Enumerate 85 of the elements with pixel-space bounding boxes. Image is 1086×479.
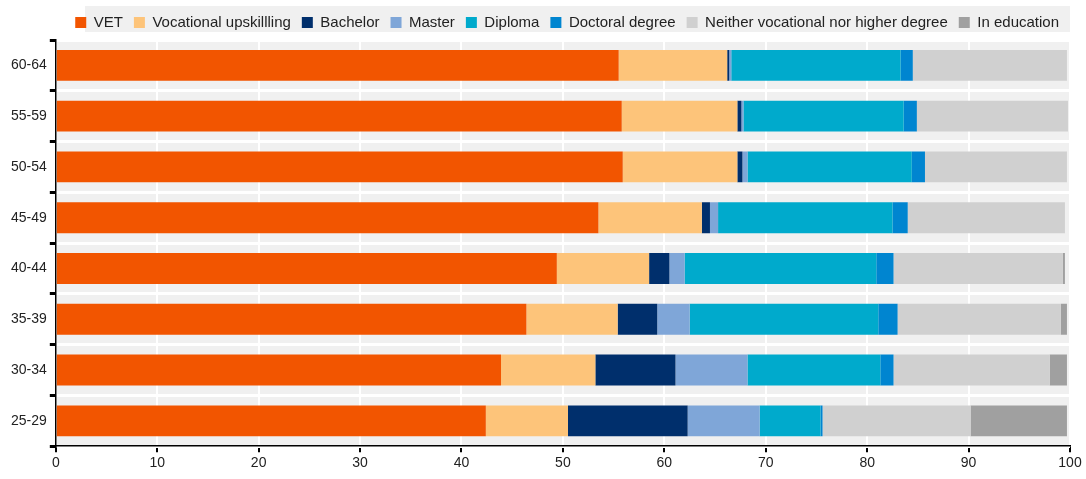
legend-label: Vocational upskillling — [152, 12, 291, 30]
x-tick-label: 40 — [453, 454, 470, 471]
bar — [687, 405, 760, 437]
bar — [595, 354, 676, 386]
bar — [649, 253, 670, 284]
bar — [621, 100, 738, 132]
bar — [747, 151, 912, 183]
y-tick-label: 30-34 — [10, 360, 48, 377]
bar — [618, 49, 728, 81]
bar — [759, 405, 821, 437]
bar — [598, 202, 702, 234]
bar — [501, 354, 596, 386]
bar — [56, 253, 557, 284]
bar — [747, 354, 881, 386]
y-tick-label: 40-44 — [10, 259, 48, 276]
bar — [878, 303, 898, 335]
bar — [893, 354, 1050, 386]
y-tick-label: 25-29 — [10, 411, 48, 428]
bar — [684, 253, 877, 284]
bar — [718, 202, 893, 234]
y-tick-label: 60-64 — [10, 56, 48, 73]
bar — [737, 151, 743, 183]
y-tick-label: 50-54 — [10, 157, 48, 174]
bar — [916, 100, 1068, 132]
bar — [731, 49, 901, 81]
x-tick-label: 80 — [859, 454, 876, 471]
bar — [737, 100, 742, 132]
bar — [622, 151, 738, 183]
bar — [742, 151, 748, 183]
bar — [56, 100, 622, 132]
bar — [907, 202, 1065, 234]
x-tick-label: 60 — [656, 454, 673, 471]
bar — [897, 303, 1061, 335]
legend-label: Master — [409, 12, 455, 30]
bar — [56, 151, 623, 183]
bar — [701, 202, 710, 234]
x-tick-label: 50 — [555, 454, 571, 471]
legend-label: VET — [93, 12, 123, 30]
bar — [900, 49, 913, 81]
legend-label: In education — [977, 12, 1059, 30]
bar — [880, 354, 894, 386]
x-tick-label: 100 — [1058, 454, 1082, 471]
bar — [1049, 354, 1067, 386]
bar — [876, 253, 894, 284]
x-tick-label: 0 — [51, 454, 60, 471]
bar — [709, 202, 719, 234]
legend-label: Bachelor — [320, 12, 380, 30]
bar — [657, 303, 690, 335]
bar — [1060, 303, 1067, 335]
bar — [567, 405, 688, 437]
bar — [56, 303, 527, 335]
bar — [56, 405, 486, 437]
bar — [689, 303, 879, 335]
legend-label: Doctoral degree — [568, 12, 676, 30]
bar — [903, 100, 917, 132]
y-tick-label: 45-49 — [10, 208, 48, 225]
bar — [741, 100, 744, 132]
bar — [485, 405, 568, 437]
bar — [56, 202, 599, 234]
bar — [892, 202, 908, 234]
bar — [556, 253, 650, 284]
x-tick-label: 30 — [352, 454, 369, 471]
legend-label: Diploma — [484, 12, 541, 30]
bar — [669, 253, 685, 284]
bar — [911, 151, 925, 183]
x-tick-label: 90 — [960, 454, 977, 471]
x-tick-label: 20 — [250, 454, 267, 471]
y-tick-label: 35-39 — [10, 310, 48, 327]
bar — [617, 303, 658, 335]
bar — [912, 49, 1067, 81]
x-tick-label: 10 — [149, 454, 166, 471]
bar — [675, 354, 748, 386]
bar — [924, 151, 1067, 183]
bar — [56, 49, 619, 81]
x-tick-label: 70 — [757, 454, 774, 471]
bar — [893, 253, 1063, 284]
bar — [743, 100, 904, 132]
bar — [56, 354, 502, 386]
bar — [822, 405, 971, 437]
legend-label: Neither vocational nor higher degree — [705, 12, 948, 30]
bar — [970, 405, 1067, 437]
bar — [526, 303, 618, 335]
bar — [820, 405, 823, 437]
bar — [1062, 253, 1065, 284]
y-tick-label: 55-59 — [10, 107, 48, 124]
